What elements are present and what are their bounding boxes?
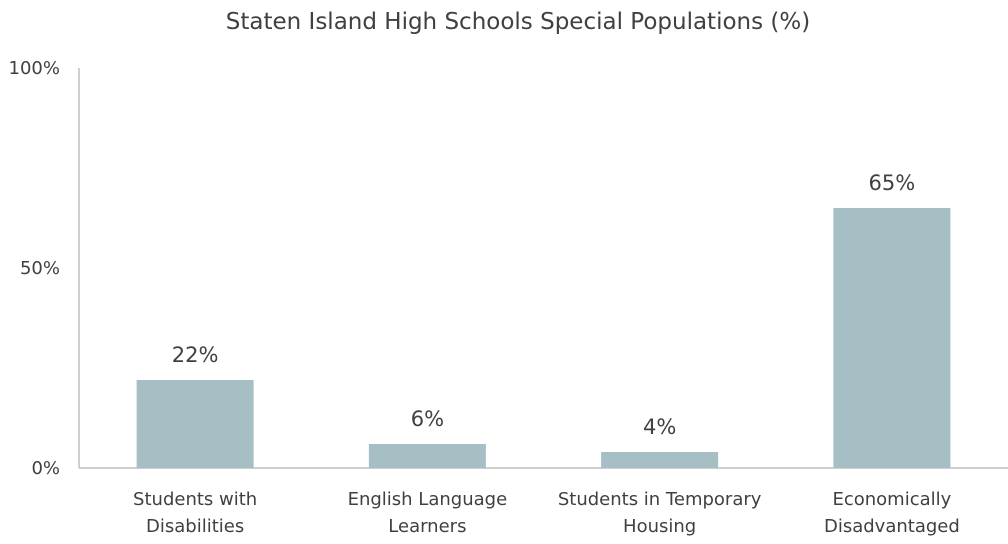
category-label: English Language Learners [348, 489, 508, 537]
bar [601, 452, 719, 468]
data-labels: 22% 6% 4% 65% [172, 171, 915, 439]
bar [368, 444, 486, 468]
category-label-line: Students in Temporary [558, 489, 762, 510]
y-tick-label: 50% [20, 258, 60, 279]
category-label-line: Economically [832, 489, 951, 510]
data-label: 22% [172, 343, 219, 367]
category-label-line: Housing [623, 516, 696, 537]
bar [833, 208, 951, 468]
category-label: Students in Temporary Housing [558, 489, 762, 537]
category-label-line: Disadvantaged [824, 516, 960, 537]
chart-title: Staten Island High Schools Special Popul… [226, 9, 810, 35]
y-tick-label: 100% [9, 58, 60, 79]
category-labels: Students with Disabilities English Languag… [133, 489, 960, 537]
y-axis: 0% 50% 100% [9, 58, 60, 479]
category-label-line: Students with [133, 489, 257, 510]
category-label: Students with Disabilities [133, 489, 257, 537]
category-label: Economically Disadvantaged [824, 489, 960, 537]
data-label: 6% [411, 407, 444, 431]
data-label: 4% [643, 415, 676, 439]
category-label-line: English Language [348, 489, 508, 510]
data-label: 65% [869, 171, 916, 195]
category-label-line: Learners [388, 516, 466, 537]
bars [136, 208, 951, 468]
bar [136, 380, 254, 468]
y-tick-label: 0% [31, 458, 60, 479]
category-label-line: Disabilities [146, 516, 244, 537]
